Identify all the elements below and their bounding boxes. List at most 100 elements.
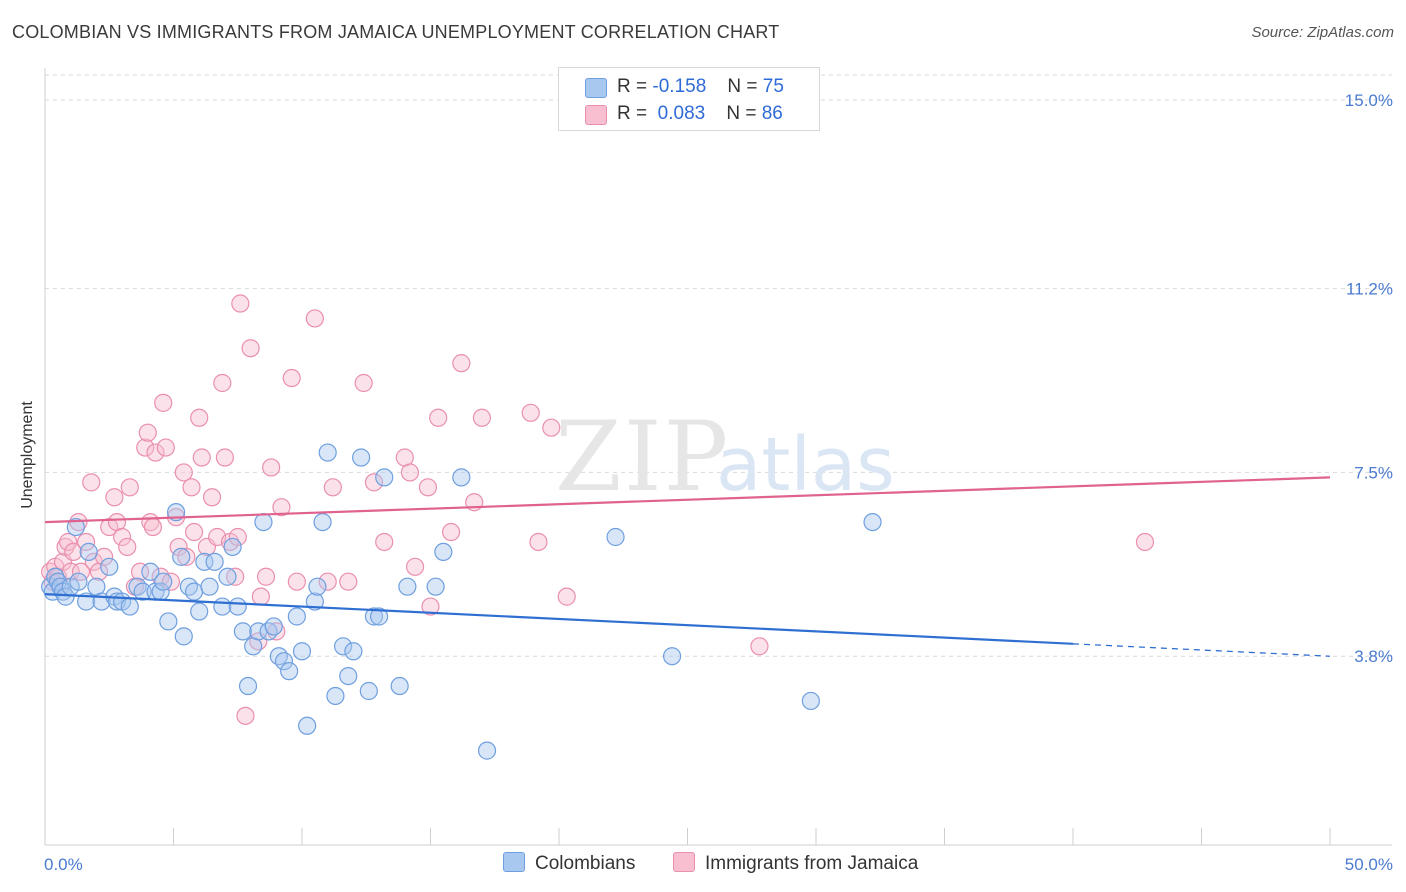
colombians-point (292, 642, 312, 661)
colombians-point (313, 512, 332, 532)
colombians-point (179, 577, 199, 596)
jamaica-point (272, 498, 291, 517)
jamaica-point (256, 567, 276, 586)
colombians-point (100, 557, 119, 576)
colombians-point (238, 676, 258, 696)
jamaica-point (750, 637, 769, 656)
jamaica-point (1135, 532, 1155, 552)
y-tick-label: 15.0% (1345, 91, 1393, 110)
colombians-point (228, 597, 247, 616)
colombians-point (298, 716, 317, 735)
jamaica-point (174, 463, 193, 482)
colombians-point (172, 547, 191, 566)
colombians-point (308, 577, 327, 596)
colombians-point (318, 443, 337, 462)
legend-swatch-blue (503, 852, 525, 872)
colombians-point (154, 572, 173, 591)
jamaica-point (418, 478, 438, 497)
legend-label-colombians: Colombians (535, 853, 636, 874)
jamaica-point (241, 339, 260, 358)
gridlines (45, 74, 1392, 657)
jamaica-point (64, 542, 83, 562)
jamaica-point (215, 448, 234, 467)
chart-title: COLOMBIAN VS IMMIGRANTS FROM JAMAICA UNE… (12, 22, 780, 42)
colombians-point (69, 572, 88, 591)
jamaica-point (184, 522, 204, 542)
colombians-point (452, 468, 471, 487)
jamaica-point (192, 448, 211, 467)
colombians-point (184, 582, 204, 601)
colombians-point (205, 552, 224, 571)
x-tick-label-min: 0.0% (44, 855, 83, 874)
colombians-point (662, 647, 682, 666)
jamaica-point (472, 408, 491, 427)
source-label: Source: ZipAtlas.com (1251, 24, 1394, 41)
jamaica-point (82, 473, 101, 492)
colombians-point (280, 662, 299, 681)
colombians-point (370, 607, 389, 626)
jamaica-point (452, 354, 471, 373)
colombians-point (128, 577, 147, 596)
legend-swatch-blue (585, 78, 607, 98)
colombians-point (287, 607, 306, 626)
colombians-point (339, 666, 358, 686)
colombians-point (46, 567, 65, 586)
jamaica-point (542, 418, 561, 437)
jamaica-point (323, 478, 342, 497)
series-jamaica-points (41, 294, 1155, 725)
colombians-point (364, 607, 384, 626)
jamaica-point (429, 408, 448, 427)
jamaica-point (182, 478, 201, 497)
legend-r-value-jamaica: 0.083 (657, 103, 706, 124)
y-tick-label: 11.2% (1346, 280, 1393, 299)
legend-n-label: N = (726, 103, 757, 124)
jamaica-point (441, 522, 461, 542)
y-tick-label: 3.8% (1354, 647, 1393, 666)
jamaica-point (112, 527, 132, 547)
jamaica-point (287, 572, 306, 591)
jamaica-point (138, 423, 157, 442)
colombians-point (334, 637, 353, 656)
jamaica-point (354, 373, 373, 393)
jamaica-point (339, 572, 358, 591)
colombians-point (174, 627, 193, 646)
colombians-trend-extension (1072, 643, 1331, 657)
bottom-legend-jamaica: Immigrants from Jamaica (673, 852, 918, 875)
colombians-point (200, 577, 219, 596)
colombians-point (344, 642, 363, 661)
colombians-point (66, 517, 85, 537)
jamaica-point (213, 373, 232, 393)
colombians-point (195, 552, 214, 571)
colombians-point (398, 577, 417, 596)
jamaica-point (130, 562, 150, 581)
jamaica-point (143, 517, 163, 537)
axes (44, 68, 1392, 846)
legend-swatch-pink (673, 852, 695, 872)
legend-r-value-colombians: -0.158 (652, 76, 707, 97)
tick-labels: 3.8% 7.5% 11.2% 15.0% 0.0% 50.0% (44, 91, 1393, 874)
jamaica-point (105, 488, 124, 507)
y-tick-label: 7.5% (1354, 463, 1393, 482)
jamaica-point (146, 443, 165, 462)
colombians-point (218, 567, 237, 586)
colombians-point (190, 602, 209, 621)
jamaica-point (305, 309, 324, 328)
colombians-point (326, 686, 345, 706)
jamaica-point (262, 458, 281, 477)
legend-swatch-pink (585, 105, 607, 125)
colombians-point (477, 741, 497, 760)
jamaica-point (177, 547, 196, 566)
jamaica-point (202, 488, 222, 507)
colombians-point (390, 676, 409, 696)
jamaica-point (226, 567, 245, 586)
colombians-point (434, 542, 453, 562)
colombians-point (863, 512, 882, 532)
colombians-point (259, 622, 278, 641)
jamaica-point (190, 408, 209, 427)
legend-r-label: R = (617, 103, 648, 124)
jamaica-point (375, 532, 394, 552)
jamaica-point (282, 368, 301, 388)
jamaica-point (405, 557, 425, 576)
correlation-legend: R = -0.158 N = 75 R = 0.083 N = 86 (558, 67, 820, 131)
